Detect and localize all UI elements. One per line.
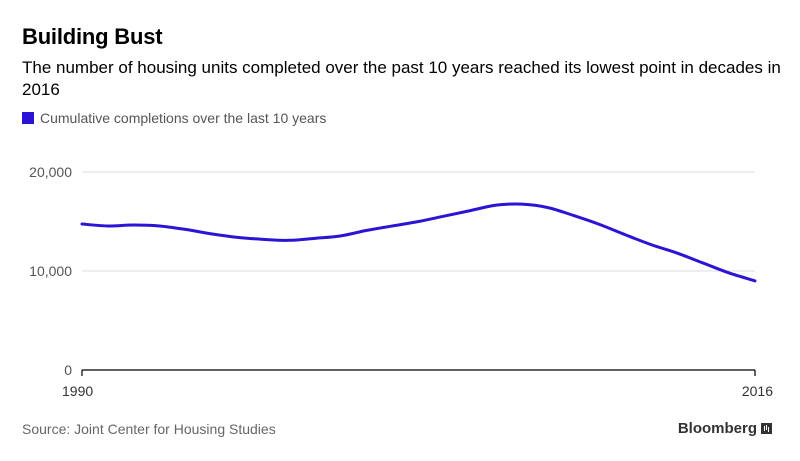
brand-logo: Bloomberg xyxy=(678,420,772,437)
y-tick-labels: 0 10,000 20,000 xyxy=(29,164,72,378)
x-tick-label: 1990 xyxy=(62,383,93,399)
x-tick-label: 2016 xyxy=(742,383,773,399)
source-note: Source: Joint Center for Housing Studies xyxy=(22,421,276,437)
legend-swatch xyxy=(22,112,34,124)
grid-lines xyxy=(82,171,755,272)
series-line xyxy=(80,202,757,283)
y-tick-label: 10,000 xyxy=(29,263,72,279)
y-tick-label: 0 xyxy=(64,362,72,378)
chart-subtitle: The number of housing units completed ov… xyxy=(22,58,781,99)
y-tick-label: 20,000 xyxy=(29,164,72,180)
series-lines xyxy=(80,202,757,283)
chart-icon xyxy=(761,423,772,434)
x-axis: 1990 2016 xyxy=(62,369,773,399)
legend: Cumulative completions over the last 10 … xyxy=(22,110,326,126)
brand-name: Bloomberg xyxy=(677,420,757,437)
legend-label: Cumulative completions over the last 10 … xyxy=(40,110,327,126)
chart-title: Building Bust xyxy=(22,24,163,49)
